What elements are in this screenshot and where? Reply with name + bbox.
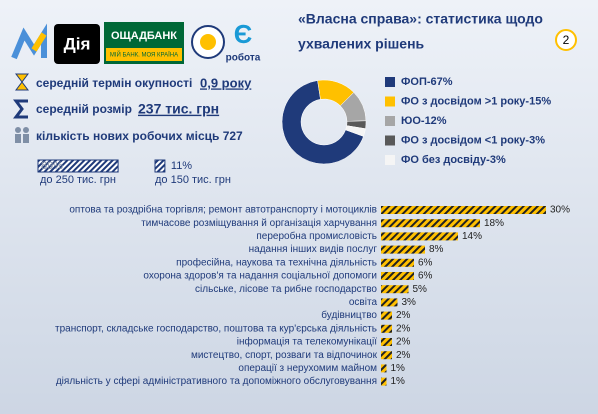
bar xyxy=(381,377,387,386)
logos: Дія ОЩАДБАНК МІЙ БАНК. МОЯ КРАЇНА Є робо… xyxy=(11,19,261,64)
logo-text: Дія xyxy=(64,34,91,53)
logo-emblem xyxy=(200,34,216,50)
bar-category: охорона здоров'я та надання соціальної д… xyxy=(143,271,377,282)
split-label: 89% xyxy=(41,160,63,172)
legend-label: ФОП-67% xyxy=(401,76,453,88)
bar-value-label: 14% xyxy=(462,231,482,242)
icon-people xyxy=(15,127,29,143)
donut-slice xyxy=(345,125,366,137)
split-bar xyxy=(37,159,119,173)
logo-band xyxy=(106,48,182,61)
stat-value: 237 тис. грн xyxy=(138,101,219,117)
bar-category: надання інших видів послуг xyxy=(249,244,378,255)
legend-swatch xyxy=(385,116,395,126)
bar-value-label: 6% xyxy=(418,257,433,268)
legend-swatch xyxy=(385,77,395,87)
bar xyxy=(381,285,409,294)
bar xyxy=(381,219,480,228)
stat-label: середній розмір xyxy=(36,102,132,116)
bar-value-label: 2% xyxy=(396,337,411,348)
page-number: 2 xyxy=(563,33,570,47)
logo-text: робота xyxy=(226,52,261,64)
legend-label: ЮО-12% xyxy=(401,115,447,127)
bar-category: інформація та телекомунікації xyxy=(237,336,377,348)
logo-text: МІЙ БАНК. МОЯ КРАЇНА xyxy=(110,51,178,59)
bar-value-label: 8% xyxy=(429,244,444,255)
split-caption: до 150 тис. грн xyxy=(155,174,231,186)
legend-label: ФО з досвідом <1 року-3% xyxy=(401,134,545,146)
bar-category: діяльність у сфері адміністративного та … xyxy=(56,375,377,387)
bar-category: оптова та роздрібна торгівля; ремонт авт… xyxy=(69,204,377,216)
bar-category: мистецтво, спорт, розваги та відпочинок xyxy=(191,350,378,361)
split-bar xyxy=(154,159,166,173)
bar-category: переробна промисловість xyxy=(256,230,377,242)
bar-value-label: 1% xyxy=(391,363,406,374)
legend-label: ФО з досвідом >1 року-15% xyxy=(401,95,551,107)
bar-value-label: 2% xyxy=(396,310,411,321)
bar-value-label: 3% xyxy=(402,297,417,308)
bar xyxy=(381,351,392,360)
title: ухвалених рішень xyxy=(298,36,425,52)
bar-category: транспорт, складське господарство, пошто… xyxy=(55,323,377,334)
logo-m-accent xyxy=(31,32,47,52)
bar xyxy=(381,258,414,267)
legend-swatch xyxy=(385,96,395,107)
bar-value-label: 5% xyxy=(413,284,428,295)
bar xyxy=(381,206,546,214)
icon-sigma xyxy=(13,99,28,119)
split-caption: до 250 тис. грн xyxy=(40,174,116,186)
stat-value: 0,9 року xyxy=(200,75,252,90)
bar xyxy=(381,298,398,307)
stat-label: середній термін окупності xyxy=(36,76,192,90)
donut-chart: ФОП-67% ФО з досвідом >1 року-15% ЮО-12% ФО… xyxy=(281,76,551,166)
legend-label: ФО без досвіду-3% xyxy=(401,154,506,166)
bar-value-label: 1% xyxy=(391,376,406,387)
bar-category: освіта xyxy=(349,297,378,308)
page-badge xyxy=(555,29,577,51)
bar-value-label: 18% xyxy=(484,218,504,229)
bar-value-label: 6% xyxy=(418,271,433,282)
bar-value-label: 2% xyxy=(396,323,411,334)
legend-swatch xyxy=(385,135,395,146)
bar xyxy=(381,324,392,333)
split: 89% до 250 тис. грн 11% до 150 тис. грн xyxy=(37,159,231,186)
bar-category: сільське, лісове та рибне господарство xyxy=(195,283,377,295)
split-label: 11% xyxy=(171,160,192,172)
bar-category: будівництво xyxy=(321,309,377,321)
bar xyxy=(381,364,387,373)
bar xyxy=(381,272,414,280)
bar-category: операції з нерухомим майном xyxy=(238,363,377,374)
bar-category: тимчасове розміщування й організація хар… xyxy=(141,218,377,229)
logo-text: Є xyxy=(234,19,253,49)
stat-label: кількість нових робочих місць 727 xyxy=(36,129,243,143)
title: «Власна справа»: статистика щодо xyxy=(298,11,543,27)
bar-category: професійна, наукова та технічна діяльніс… xyxy=(176,256,377,268)
bar xyxy=(381,311,392,320)
bar xyxy=(381,232,458,241)
legend-swatch xyxy=(385,155,395,165)
logo-text: ОЩАДБАНК xyxy=(111,30,177,42)
bar xyxy=(381,338,392,346)
icon-hourglass xyxy=(15,73,29,91)
logo-diia xyxy=(54,24,100,64)
bar xyxy=(381,245,425,254)
bar-value-label: 30% xyxy=(550,205,570,216)
bar-value-label: 2% xyxy=(396,350,411,361)
bar-chart: оптова та роздрібна торгівля; ремонт авт… xyxy=(55,204,570,388)
donut-slice xyxy=(281,80,364,165)
